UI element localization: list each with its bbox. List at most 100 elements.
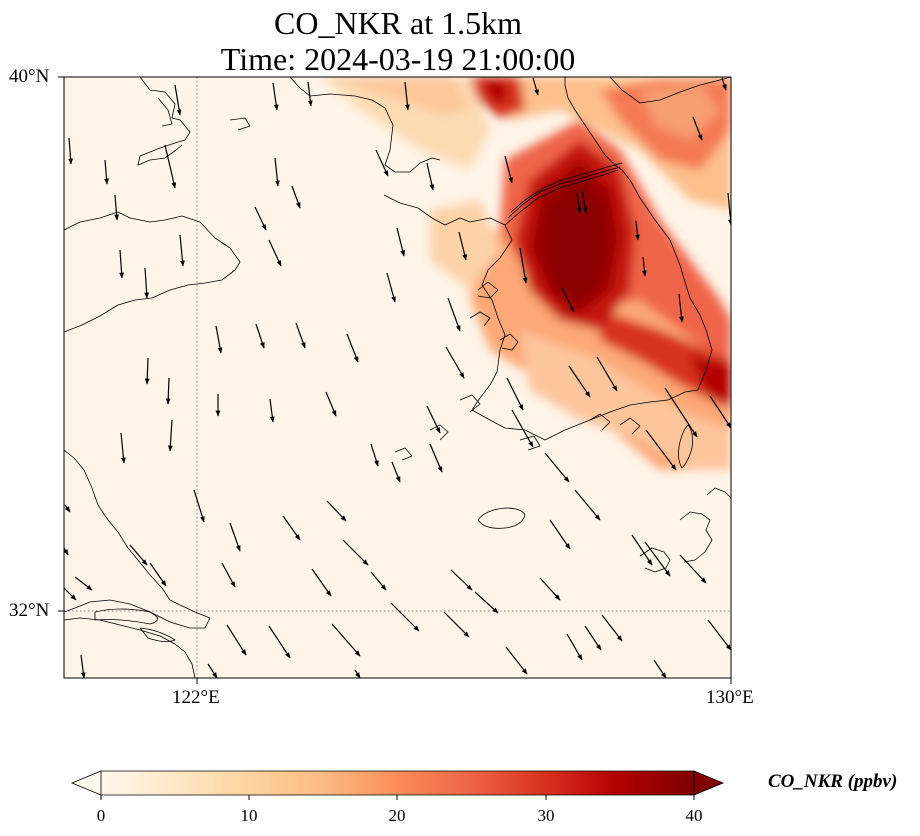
colorbar-title: CO_NKR (ppbv) [768, 771, 898, 792]
map-timestamp: Time: 2024-03-19 21:00:00 [220, 41, 576, 77]
wind-arrow [174, 84, 182, 116]
wind-arrow [458, 231, 468, 261]
lat-label-32n: 32°N [9, 600, 50, 621]
wind-arrow [707, 619, 731, 651]
wind-arrow [255, 323, 265, 349]
colorbar-tick-label: 40 [685, 806, 703, 825]
wind-arrow [268, 239, 282, 267]
wind-arrow [581, 189, 588, 214]
wind-arrow [664, 387, 698, 438]
wind-arrow [519, 247, 528, 284]
wind-arrow [506, 377, 524, 411]
wind-arrow [165, 377, 171, 405]
wind-arrow [576, 192, 582, 214]
wind-arrow [144, 267, 150, 299]
wind-arrow [391, 461, 401, 483]
wind-arrow [114, 194, 119, 221]
wind-arrow [561, 287, 575, 313]
wind-arrow [443, 611, 470, 638]
wind-arrow [129, 544, 148, 566]
map-frame [63, 76, 732, 679]
colorbar-tick-label: 10 [240, 806, 258, 825]
map-title: CO_NKR at 1.5km [274, 5, 522, 41]
graticule-lines [64, 77, 731, 678]
wind-arrow [120, 432, 126, 464]
wind-arrow [679, 554, 707, 584]
wind-arrow [390, 602, 420, 632]
wind-arrow [504, 155, 513, 184]
wind-arrow [229, 522, 241, 552]
wind-arrow [254, 206, 267, 231]
colorbar-tick-label: 20 [388, 806, 406, 825]
wind-arrow [631, 534, 653, 566]
wind-arrow [584, 625, 602, 651]
wind-arrow [269, 398, 275, 423]
wind-arrow [450, 569, 473, 591]
wind-arrow [653, 659, 667, 678]
wind-arrow [274, 157, 280, 187]
wind-arrow [375, 149, 389, 177]
wind-arrow [215, 325, 223, 354]
wind-arrow [709, 395, 731, 429]
wind-arrow [596, 356, 618, 392]
wind-arrow [721, 77, 727, 91]
wind-arrow [635, 220, 640, 241]
wind-arrow [149, 562, 167, 587]
wind-arrow [678, 293, 684, 323]
wind-arrow [539, 577, 561, 601]
wind-arrow [544, 452, 570, 483]
wind-arrow [429, 443, 443, 473]
lon-label-122e: 122°E [172, 687, 220, 708]
wind-arrow [370, 443, 379, 467]
wind-arrow [326, 500, 347, 522]
wind-arrow [532, 77, 539, 96]
wind-arrow [447, 297, 461, 332]
wind-arrow [325, 391, 337, 417]
wind-arrow [404, 81, 410, 111]
wind-arrow [207, 663, 218, 678]
wind-arrow [445, 346, 465, 379]
wind-arrow [193, 489, 205, 523]
colorbar-tick-label: 30 [537, 806, 555, 825]
wind-arrow [511, 409, 534, 448]
wind-arrow [64, 504, 71, 513]
wind-arrow [291, 185, 301, 209]
wind-arrow [346, 333, 359, 363]
wind-arrow [642, 256, 647, 277]
wind-arrow [68, 137, 73, 165]
colorbar-tick-label: 0 [96, 806, 106, 825]
wind-arrow [311, 568, 332, 597]
wind-arrow [426, 162, 435, 191]
wind-arrow [144, 357, 150, 385]
wind-arrow [119, 249, 125, 279]
axis-ticks [58, 76, 732, 684]
wind-arrow [331, 623, 361, 657]
wind-arrow [342, 539, 369, 566]
wind-arrow [692, 116, 703, 141]
wind-vectors [64, 77, 731, 678]
wind-arrow [505, 646, 528, 675]
wind-arrow [601, 614, 623, 642]
wind-arrow [221, 562, 236, 588]
lon-label-130e: 130°E [706, 687, 754, 708]
wind-arrow [64, 547, 69, 556]
co-concentration-field [320, 77, 731, 470]
wind-arrow [574, 489, 601, 521]
wind-arrow [426, 405, 441, 434]
wind-arrow [74, 576, 93, 591]
wind-arrow [282, 515, 301, 541]
wind-arrow [354, 669, 361, 678]
wind-arrow [645, 429, 677, 471]
wind-arrow [307, 81, 313, 107]
wind-arrow [549, 519, 571, 550]
wind-arrow [268, 625, 291, 659]
wind-arrow [179, 234, 185, 267]
wind-arrow [272, 82, 279, 111]
wind-arrow [474, 591, 499, 614]
wind-arrow [644, 541, 671, 577]
coastlines [64, 77, 731, 678]
wind-arrow [64, 587, 77, 601]
colorbar [70, 770, 725, 800]
wind-arrow [104, 159, 109, 185]
